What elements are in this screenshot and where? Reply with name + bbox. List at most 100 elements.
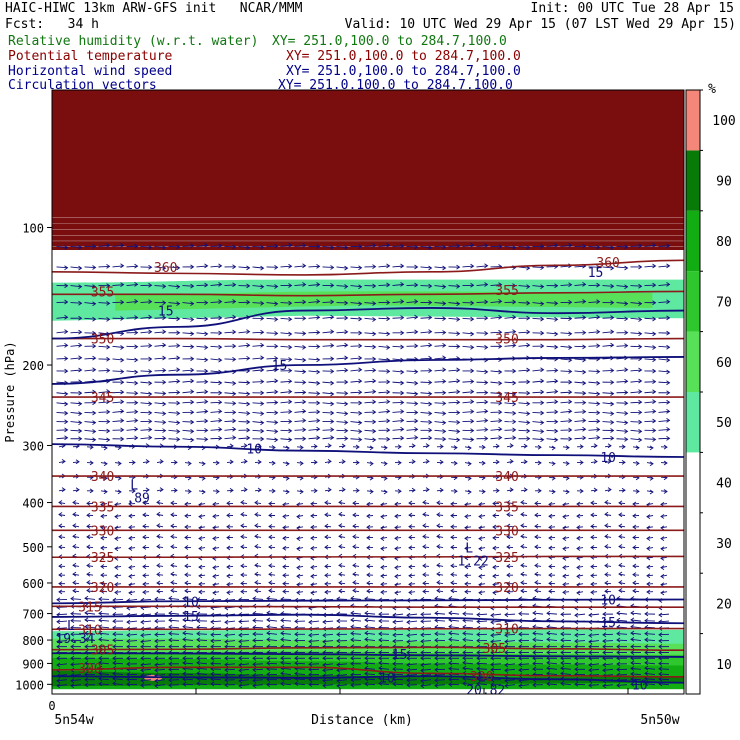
wind-vector-head [168,637,173,643]
wind-vector [350,411,362,414]
wind-vector [658,358,670,361]
wind-vector-head [652,300,657,306]
wind-vector-head [246,245,251,250]
wind-vector-head [156,588,161,594]
wind-vector [546,683,558,686]
wind-vector [546,429,558,432]
wind-vector-head [330,265,335,270]
wind-vector-head [128,573,133,579]
wind-vector [56,344,68,347]
wind-vector-head [498,435,503,441]
wind-vector-head [532,630,537,636]
wind-vector [252,421,264,424]
wind-vector [630,391,642,394]
wind-vector [518,429,530,432]
wind-vector-head [322,619,327,625]
wind-vector [182,678,194,681]
wind-vector-head [112,671,117,676]
wind-vector [322,640,334,643]
wind-vector [140,640,152,643]
wind-vector-head [268,524,273,529]
wind-vector [590,583,598,585]
wind-vector-head [294,681,299,686]
wind-vector-head [268,534,273,540]
wind-vector-head [302,331,307,336]
wind-vector-head [540,367,545,373]
wind-vector-head [243,458,248,464]
wind-vector-head [420,611,425,617]
wind-vector-head [414,435,419,440]
wind-vector [476,420,488,423]
wind-vector-head [588,633,593,638]
wind-vector [562,591,570,593]
wind-vector [56,627,68,630]
wind-vector [490,370,502,373]
wind-vector-head [296,514,301,520]
wind-vector-head [358,410,363,416]
wind-vector-head [288,389,293,394]
wind-vector-head [660,590,665,596]
wind-vector-head [456,367,461,373]
y-tick-label: 100 [22,222,44,236]
wind-vector-head [120,389,125,395]
wind-vector-head [148,369,153,374]
wind-vector-head [299,445,304,450]
wind-vector-head [126,638,131,644]
wind-vector-head [92,437,97,443]
wind-vector-head [644,665,649,671]
wind-vector [630,619,642,622]
wind-vector [462,683,474,686]
wind-vector [532,380,544,383]
wind-vector-head [456,344,461,349]
wind-vector [406,620,418,623]
wind-vector-head [442,390,447,396]
wind-vector-head [271,445,276,450]
wind-vector-head [330,380,335,386]
wind-vector-head [630,681,635,687]
wind-vector [588,345,600,347]
wind-vector [504,331,516,334]
wind-vector-head [294,631,299,637]
wind-vector-head [324,572,329,578]
wind-vector [280,244,292,247]
wind-vector-head [212,514,217,519]
wind-vector-head [252,631,257,637]
wind-vector-head [464,589,469,595]
wind-vector-head [394,501,399,507]
y-tick-label: 700 [22,608,44,622]
wind-vector-head [84,677,89,683]
wind-vector [420,331,432,334]
wind-vector-head [630,671,635,677]
wind-vector-head [330,299,335,305]
wind-vector-head [464,525,469,531]
wind-vector-head [58,534,63,540]
wind-vector-head [646,573,651,579]
wind-vector [70,402,82,405]
wind-vector-head [666,427,671,432]
wind-speed-label: 15 [392,648,408,663]
wind-vector-head [490,612,495,618]
wind-vector [646,574,654,577]
wind-vector-head [120,345,125,350]
wind-vector-head [98,681,103,687]
wind-vector-head [103,461,108,467]
theta-330-label: 330 [495,524,518,539]
wind-vector [196,683,208,686]
wind-vector-head [616,637,621,643]
wind-vector-head [383,461,388,467]
wind-vector-head [285,461,290,467]
wind-vector-head [196,655,201,661]
wind-vector [546,612,558,615]
wind-vector-head [112,681,117,686]
wind-vector-head [274,437,279,443]
wind-vector-head [89,460,94,466]
wind-vector [112,673,124,676]
wind-vector-head [582,330,587,336]
wind-vector-head [448,610,453,616]
wind-vector-head [646,546,651,551]
wind-vector-head [296,536,301,542]
header-line2-left: Fcst: 34 h [5,17,99,32]
wind-vector [58,536,66,538]
wind-vector-head [310,582,315,588]
wind-vector-head [574,661,579,667]
